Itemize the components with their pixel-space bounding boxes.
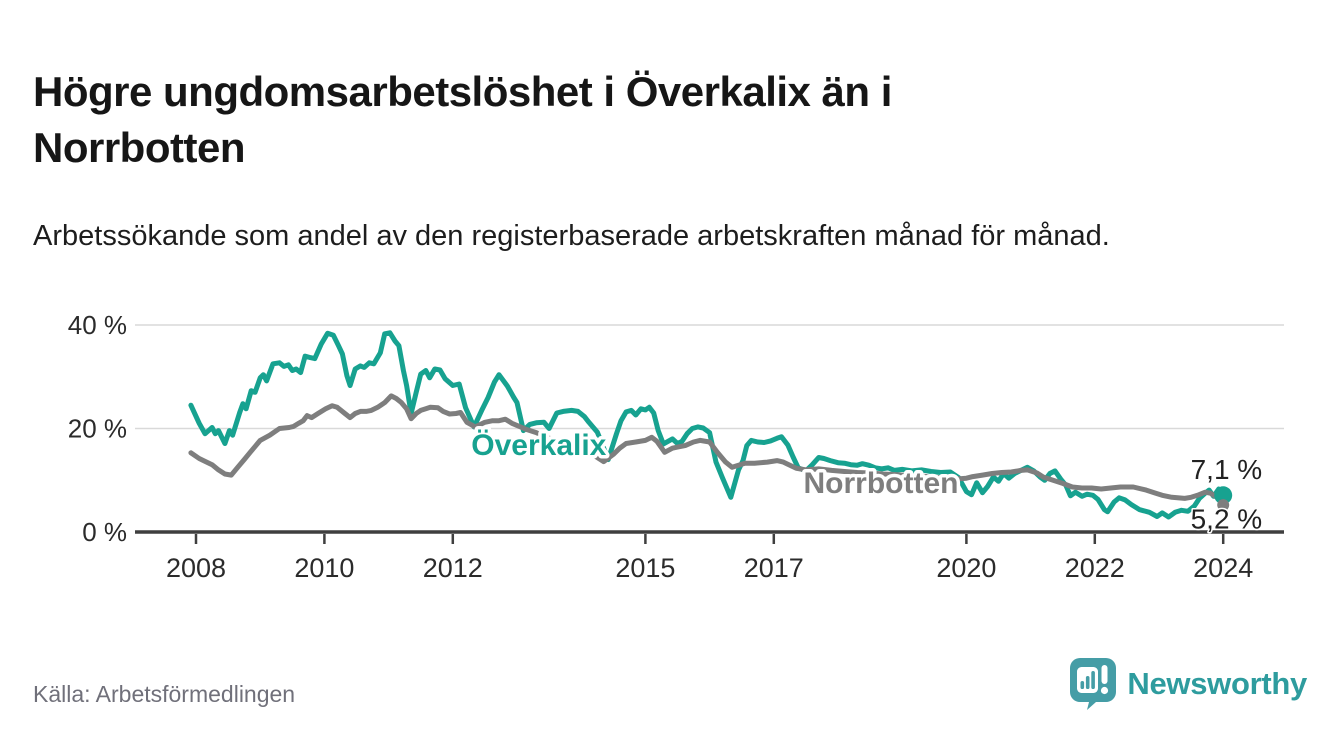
series-line-norrbotten <box>188 393 1226 508</box>
series-label-norrbotten: Norrbotten <box>804 467 959 500</box>
series-line-överkalix <box>188 330 1226 520</box>
y-tick-label: 20 % <box>68 414 127 444</box>
end-dot-norrbotten <box>1217 499 1230 512</box>
x-tick-label: 2024 <box>1193 553 1253 583</box>
series-label-överkalix: Överkalix <box>471 429 606 462</box>
x-tick-label: 2022 <box>1065 553 1125 583</box>
y-tick-label: 0 % <box>82 517 127 547</box>
end-dot-överkalix <box>1214 486 1233 505</box>
x-tick-label: 2017 <box>744 553 804 583</box>
newsworthy-logo-icon <box>1070 658 1117 710</box>
brand-footer: Newsworthy <box>1070 658 1307 710</box>
x-tick-label: 2015 <box>615 553 675 583</box>
x-tick-label: 2020 <box>936 553 996 583</box>
end-value-label-överkalix: 7,1 % <box>1191 454 1263 485</box>
x-tick-label: 2008 <box>166 553 226 583</box>
page-subtitle: Arbetssökande som andel av den registerb… <box>33 220 1110 252</box>
source-attribution: Källa: Arbetsförmedlingen <box>33 681 296 707</box>
page-title: Högre ungdomsarbetslöshet i Överkalix än… <box>33 68 892 171</box>
brand-name: Newsworthy <box>1127 666 1307 701</box>
y-tick-label: 40 % <box>68 310 127 340</box>
x-tick-label: 2012 <box>423 553 483 583</box>
x-tick-label: 2010 <box>294 553 354 583</box>
end-value-label-norrbotten: 5,2 % <box>1191 504 1263 535</box>
line-chart: 2008 2010 2012 2015 2017 2020 2022 2024 0 % 20 % 4… <box>68 310 1284 583</box>
